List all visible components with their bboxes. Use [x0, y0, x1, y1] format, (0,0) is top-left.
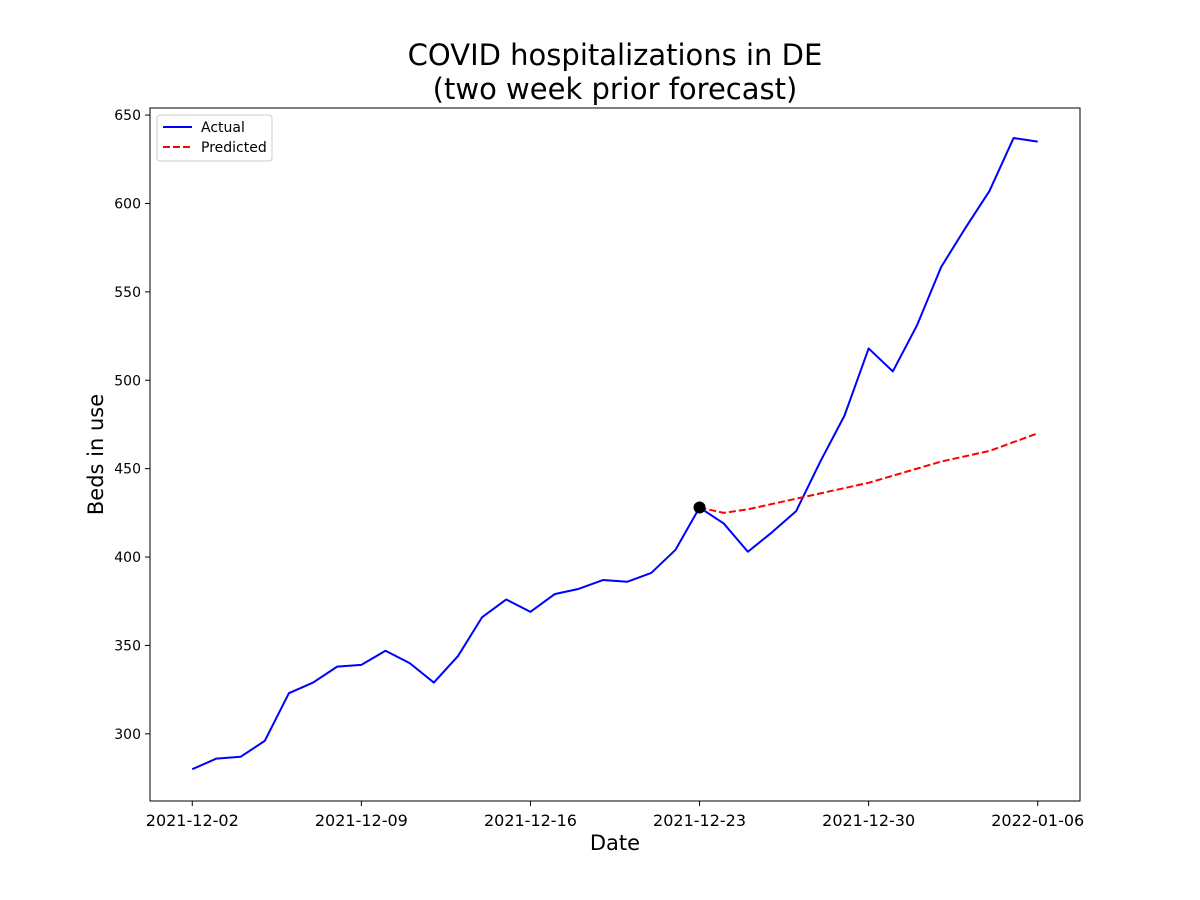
legend: Actual Predicted [156, 114, 273, 162]
x-tick-label: 2021-12-23 [653, 811, 746, 830]
y-tick-label: 500 [114, 373, 141, 389]
legend-label-predicted: Predicted [201, 140, 267, 156]
y-tick-label: 450 [114, 462, 141, 478]
x-tick-label: 2021-12-09 [315, 811, 408, 830]
x-axis-label: Date [590, 831, 640, 855]
x-tick-label: 2022-01-06 [991, 811, 1084, 830]
legend-label-actual: Actual [201, 120, 245, 136]
plot-frame [149, 107, 1081, 802]
x-tick-label: 2021-12-30 [822, 811, 915, 830]
x-tick-label: 2021-12-16 [484, 811, 577, 830]
series-line-predicted [699, 432, 1039, 514]
chart-title-line-2: (two week prior forecast) [432, 72, 798, 106]
y-tick-label: 600 [114, 196, 141, 212]
y-tick-label: 300 [114, 727, 141, 743]
y-tick-label: 650 [114, 108, 141, 124]
chart-title-line-1: COVID hospitalizations in DE [407, 38, 823, 72]
y-tick-label: 350 [114, 638, 141, 654]
x-tick-label: 2021-12-02 [146, 811, 239, 830]
y-tick-label: 400 [114, 550, 141, 566]
series-line-actual [191, 137, 1038, 771]
forecast-start-marker [693, 501, 706, 514]
y-tick-label: 550 [114, 285, 141, 301]
y-axis-label: Beds in use [84, 394, 108, 515]
